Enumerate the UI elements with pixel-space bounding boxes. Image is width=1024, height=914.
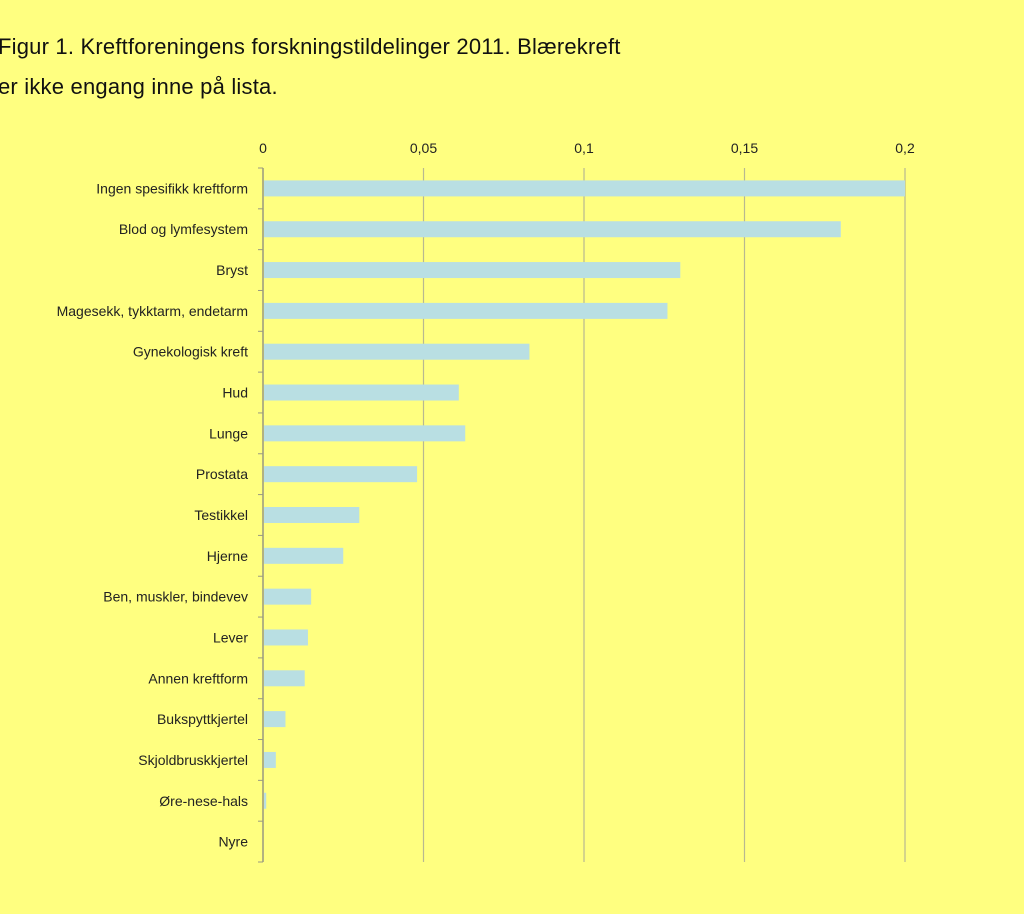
- bar: [264, 466, 418, 483]
- category-label: Nyre: [218, 834, 248, 850]
- category-label: Bukspyttkjertel: [157, 711, 248, 727]
- category-label: Lever: [213, 629, 248, 645]
- bar: [264, 343, 530, 360]
- category-label: Ingen spesifikk kreftform: [96, 180, 248, 196]
- category-label: Annen kreftform: [148, 670, 248, 686]
- x-tick-label: 0,15: [731, 140, 758, 156]
- category-label: Skjoldbruskkjertel: [138, 752, 248, 768]
- bar: [264, 751, 276, 768]
- category-label: Magesekk, tykktarm, endetarm: [57, 303, 248, 319]
- bar: [264, 302, 668, 319]
- category-label: Blod og lymfesystem: [119, 221, 248, 237]
- x-tick-label: 0,1: [574, 140, 594, 156]
- category-label: Hud: [222, 385, 248, 401]
- bar: [264, 384, 459, 401]
- category-label: Lunge: [209, 425, 248, 441]
- category-label: Gynekologisk kreft: [133, 344, 248, 360]
- bar: [264, 425, 466, 442]
- category-label: Hjerne: [207, 548, 248, 564]
- category-label: Prostata: [196, 466, 248, 482]
- bar: [264, 792, 267, 809]
- bar: [264, 507, 360, 523]
- bar: [264, 547, 344, 564]
- bar: [264, 711, 286, 728]
- category-label: Øre-nese-hals: [159, 793, 248, 809]
- category-label: Ben, muskler, bindevev: [103, 589, 248, 605]
- bar: [264, 180, 905, 197]
- figure-caption-line-2: er ikke engang inne på lista.: [0, 74, 278, 99]
- category-label: Testikkel: [194, 507, 248, 523]
- x-tick-label: 0,2: [895, 140, 915, 156]
- figure-caption-line-1: Figur 1. Kreftforeningens forskningstild…: [0, 34, 621, 59]
- bar: [264, 670, 305, 687]
- x-tick-label: 0: [259, 140, 267, 156]
- bar: [264, 629, 308, 646]
- bar: [264, 262, 681, 279]
- x-tick-label: 0,05: [410, 140, 437, 156]
- bar: [264, 588, 312, 605]
- bar: [264, 221, 841, 238]
- category-label: Bryst: [216, 262, 248, 278]
